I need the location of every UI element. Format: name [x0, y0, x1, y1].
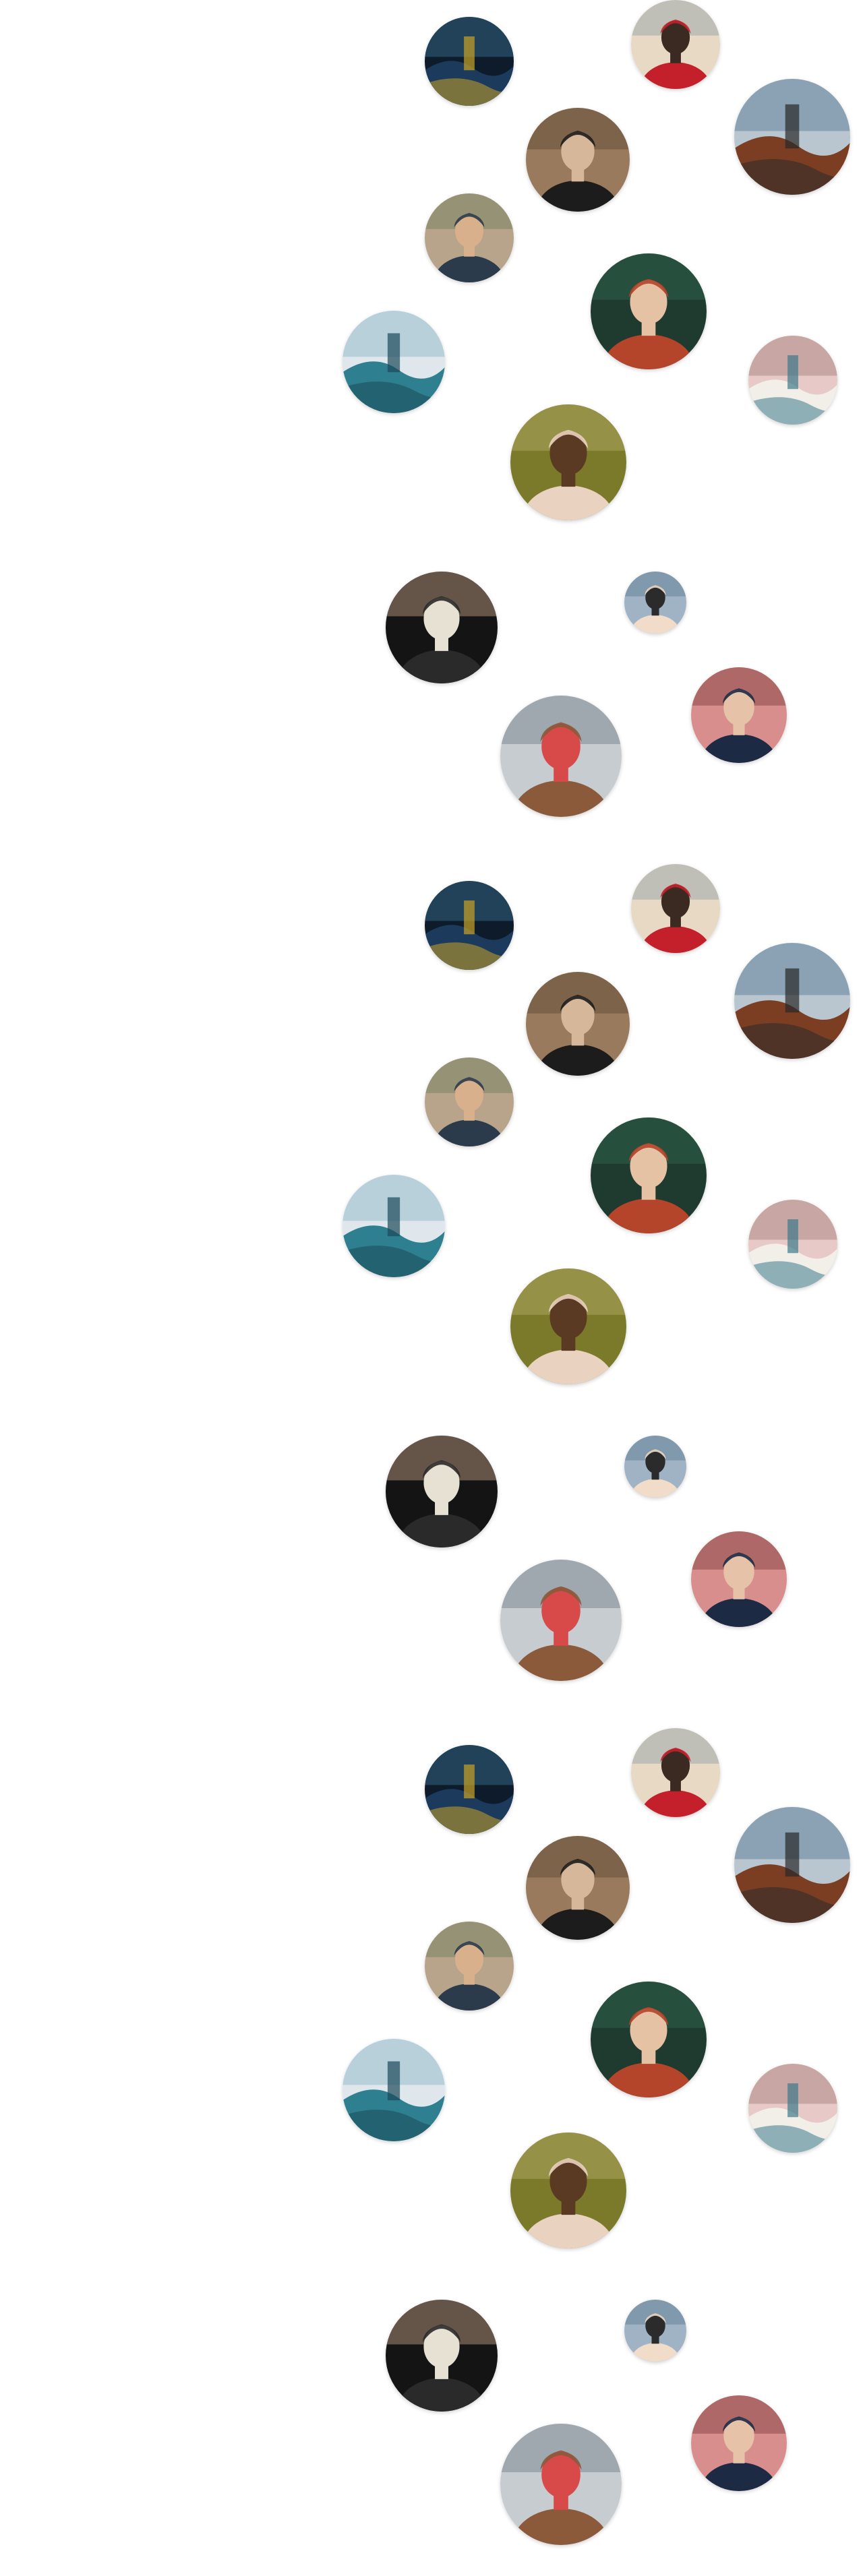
- avatar-bubble-man-night-lights[interactable]: [386, 572, 498, 683]
- avatar-image: [748, 2064, 837, 2153]
- avatar-bubble-waterfall-landscape[interactable]: [343, 311, 445, 413]
- avatar-image: [386, 572, 498, 683]
- avatar-bubble-man-pink-wall[interactable]: [691, 2395, 787, 2491]
- avatar-image: [691, 1531, 787, 1627]
- avatar-bubble-pagoda-at-night[interactable]: [425, 1745, 514, 1834]
- avatar-bubble-waterfall-landscape[interactable]: [343, 1175, 445, 1277]
- avatar-bubble-man-close-portrait[interactable]: [624, 572, 686, 634]
- avatar-bubble-man-red-jacket-city[interactable]: [631, 864, 720, 953]
- avatar-bubble-woman-hat-bridge[interactable]: [734, 79, 850, 195]
- avatar-bubble-man-pink-wall[interactable]: [691, 1531, 787, 1627]
- avatar-image: [748, 1200, 837, 1289]
- avatar-bubble-woman-portrait-plants[interactable]: [510, 2133, 626, 2248]
- avatar-image: [386, 1436, 498, 1547]
- avatar-image: [631, 864, 720, 953]
- avatar-bubble-pagoda-at-night[interactable]: [425, 881, 514, 970]
- avatar-image: [425, 193, 514, 282]
- avatar-image: [691, 2395, 787, 2491]
- avatar-image: [526, 108, 630, 212]
- avatar-image: [624, 2300, 686, 2362]
- avatar-image: [343, 2039, 445, 2141]
- avatar-bubble-man-black-hat[interactable]: [526, 1836, 630, 1940]
- avatar-image: [624, 572, 686, 634]
- avatar-bubble-man-black-hat[interactable]: [526, 108, 630, 212]
- avatar-image: [526, 972, 630, 1076]
- avatar-bubble-woman-portrait-plants[interactable]: [510, 404, 626, 520]
- avatar-bubble-pagoda-at-night[interactable]: [425, 17, 514, 106]
- avatar-image: [631, 0, 720, 89]
- avatar-bubble-man-smiling-outdoors[interactable]: [425, 193, 514, 282]
- avatar-image: [510, 404, 626, 520]
- avatar-image: [734, 79, 850, 195]
- avatar-bubble-woman-city-street[interactable]: [500, 1560, 622, 1681]
- avatar-image: [526, 1836, 630, 1940]
- avatar-bubble-man-night-lights[interactable]: [386, 2300, 498, 2412]
- avatar-image: [425, 1922, 514, 2011]
- avatar-bubble-man-close-portrait[interactable]: [624, 1436, 686, 1498]
- avatar-bubble-taj-mahal-reflection[interactable]: [748, 336, 837, 425]
- avatar-image: [425, 1057, 514, 1146]
- avatar-bubble-man-smiling-outdoors[interactable]: [425, 1057, 514, 1146]
- avatar-bubble-man-night-lights[interactable]: [386, 1436, 498, 1547]
- avatar-image: [386, 2300, 498, 2412]
- avatar-bubble-red-haired-woman-green-dress[interactable]: [591, 253, 707, 369]
- avatar-image: [425, 881, 514, 970]
- avatar-bubble-man-black-hat[interactable]: [526, 972, 630, 1076]
- avatar-bubble-woman-portrait-plants[interactable]: [510, 1268, 626, 1384]
- avatar-image: [343, 311, 445, 413]
- avatar-image: [591, 253, 707, 369]
- avatar-image: [500, 2424, 622, 2545]
- avatar-bubble-woman-hat-bridge[interactable]: [734, 943, 850, 1059]
- avatar-image: [734, 943, 850, 1059]
- avatar-bubble-woman-city-street[interactable]: [500, 2424, 622, 2545]
- avatar-bubble-man-smiling-outdoors[interactable]: [425, 1922, 514, 2011]
- avatar-image: [500, 696, 622, 817]
- avatar-image: [591, 1117, 707, 1233]
- avatar-image: [624, 1436, 686, 1498]
- avatar-bubble-woman-hat-bridge[interactable]: [734, 1807, 850, 1923]
- avatar-bubble-man-pink-wall[interactable]: [691, 667, 787, 763]
- avatar-bubble-woman-city-street[interactable]: [500, 696, 622, 817]
- avatar-bubble-waterfall-landscape[interactable]: [343, 2039, 445, 2141]
- avatar-bubble-man-close-portrait[interactable]: [624, 2300, 686, 2362]
- avatar-image: [734, 1807, 850, 1923]
- avatar-image: [748, 336, 837, 425]
- avatar-bubble-man-red-jacket-city[interactable]: [631, 1728, 720, 1817]
- avatar-image: [425, 1745, 514, 1834]
- avatar-bubble-taj-mahal-reflection[interactable]: [748, 1200, 837, 1289]
- avatar-image: [691, 667, 787, 763]
- avatar-image: [343, 1175, 445, 1277]
- avatar-image: [510, 1268, 626, 1384]
- avatar-image: [510, 2133, 626, 2248]
- avatar-bubble-taj-mahal-reflection[interactable]: [748, 2064, 837, 2153]
- avatar-bubble-man-red-jacket-city[interactable]: [631, 0, 720, 89]
- avatar-image: [591, 1982, 707, 2097]
- avatar-image: [425, 17, 514, 106]
- avatar-bubble-red-haired-woman-green-dress[interactable]: [591, 1982, 707, 2097]
- avatar-image: [500, 1560, 622, 1681]
- avatar-image: [631, 1728, 720, 1817]
- avatar-bubble-red-haired-woman-green-dress[interactable]: [591, 1117, 707, 1233]
